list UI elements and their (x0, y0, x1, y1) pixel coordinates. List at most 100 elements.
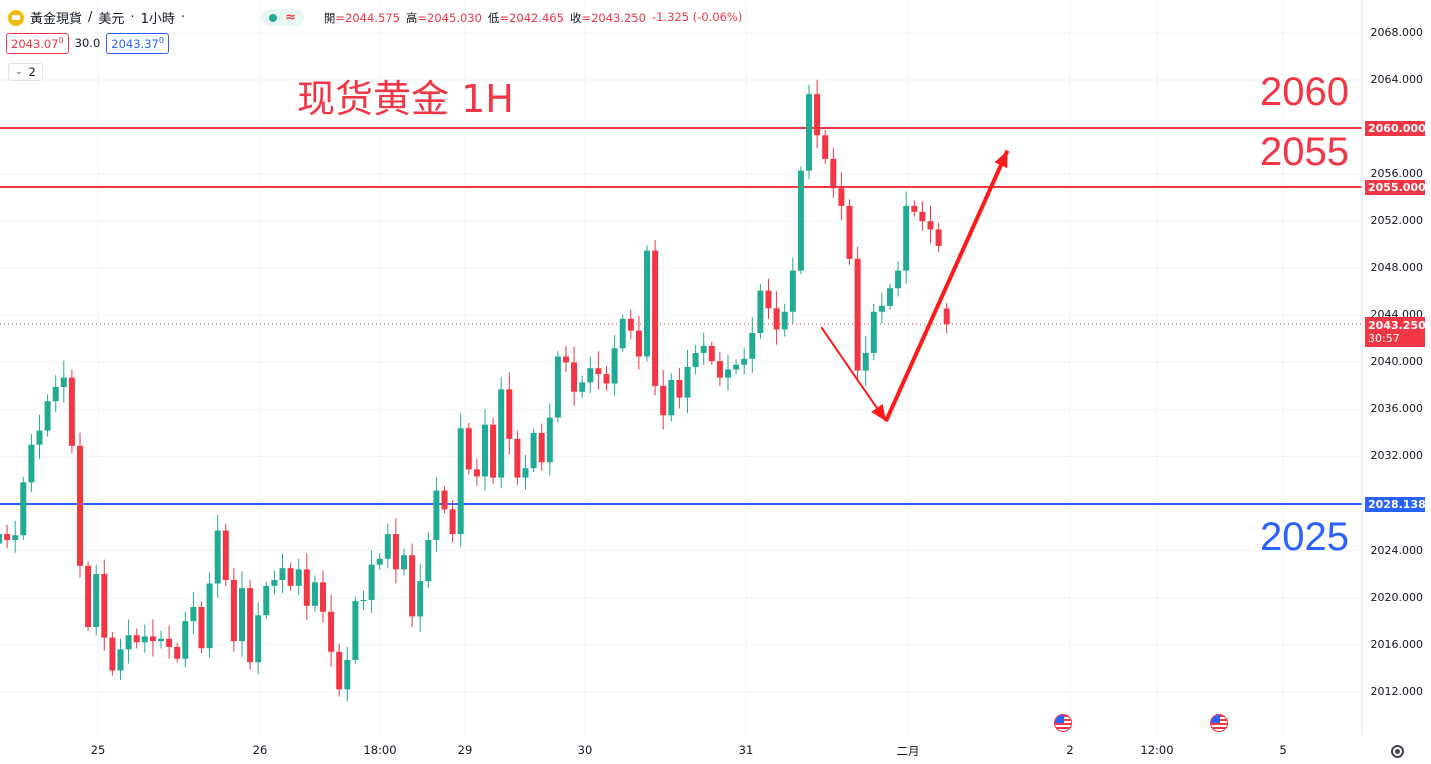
candle-body (320, 582, 326, 612)
symbol-legend: 黃金現貨 / 美元 · 1小時 · ≈ 開=2044.575 高=2045.03… (8, 8, 742, 27)
candle-body (571, 362, 578, 392)
candle-body (684, 367, 691, 398)
candle-body (271, 579, 278, 586)
time-label: 31 (738, 743, 754, 757)
ohlc-values: 開=2044.575 高=2045.030 低=2042.465 收=2043.… (324, 10, 742, 26)
candle-body (433, 490, 440, 540)
candle-body (546, 417, 553, 463)
candle-body (538, 432, 545, 463)
candle-body (133, 635, 140, 643)
candle-body (895, 270, 902, 289)
candle-body (311, 582, 318, 606)
candle-body (336, 651, 343, 690)
time-label: 18:00 (363, 743, 397, 757)
gear-icon[interactable] (1391, 745, 1404, 758)
candle-body (830, 158, 837, 189)
dot-separator: · (180, 10, 185, 25)
candle-body (198, 607, 205, 649)
price-tick-label: 2012.000 (1370, 684, 1424, 698)
candle-body (222, 530, 229, 580)
candle-body (927, 221, 934, 230)
buy-button[interactable]: 2043.370 (106, 33, 169, 54)
candle-body (190, 607, 197, 622)
market-status-pill[interactable]: ≈ (260, 9, 304, 26)
candle-body (862, 352, 869, 371)
candle-body (587, 368, 594, 383)
candle-body (368, 564, 375, 600)
candle-body (781, 311, 788, 330)
candle-body (530, 432, 537, 469)
price-tick-label: 2016.000 (1370, 637, 1424, 651)
candle-body (522, 468, 529, 478)
candle-body (449, 509, 456, 535)
tag-2055: 2055.000 (1365, 180, 1426, 195)
candle-body (158, 638, 164, 642)
candle-body (773, 308, 780, 330)
time-label: 29 (457, 743, 473, 757)
time-label: 30 (577, 743, 593, 757)
us-flag-event-icon[interactable] (1054, 714, 1072, 732)
candle-body (579, 382, 586, 392)
candle-body (660, 385, 667, 416)
candle-body (490, 424, 497, 478)
candle-body (36, 430, 43, 445)
candle-body (12, 535, 19, 540)
candle-body (870, 311, 877, 353)
projection-arrow-down (820, 326, 887, 422)
candle-body (303, 569, 310, 606)
candle-body (700, 345, 707, 353)
dot-separator: · (130, 10, 135, 25)
candle-body (60, 377, 67, 388)
open-key: 開 (323, 10, 336, 25)
candle-body (692, 352, 699, 368)
time-label: 二月 (896, 744, 920, 758)
sell-button[interactable]: 2043.070 (6, 33, 69, 54)
price-tick-label: 2024.000 (1370, 543, 1424, 557)
symbol-name[interactable]: 黃金現貨 (30, 12, 83, 27)
candle-body (441, 490, 448, 510)
time-label: 12:00 (1140, 743, 1174, 757)
candle-body (627, 318, 634, 331)
low-value: =2042.465 (499, 10, 564, 25)
us-flag-event-icon[interactable] (1210, 714, 1228, 732)
sell-price-sup: 0 (58, 36, 64, 45)
candle-body (20, 482, 27, 536)
candle-body (182, 621, 189, 659)
candle-body (911, 205, 918, 212)
candle-body (166, 638, 173, 648)
candle-body (109, 637, 116, 671)
candle-body (878, 305, 885, 312)
price-tick-label: 2036.000 (1370, 402, 1424, 416)
candle-body (595, 368, 602, 375)
price-tick-label: 2056.000 (1370, 167, 1424, 181)
candle-body (401, 555, 407, 570)
candle-body (554, 356, 561, 418)
candle-body (814, 94, 821, 136)
level-label-2055: 2055 (1260, 130, 1349, 174)
candle-body (473, 469, 480, 477)
candle-body (392, 534, 399, 570)
candle-body (733, 364, 740, 370)
candle-body (676, 379, 683, 398)
spread-value: 30.0 (74, 36, 101, 51)
candle-body (417, 581, 424, 617)
candle-body (935, 229, 942, 246)
candle-body (409, 555, 416, 617)
interval[interactable]: 1小時 (140, 12, 175, 27)
currency: 美元 (98, 12, 125, 27)
candle-body (716, 361, 723, 378)
candle-body (854, 258, 861, 371)
candle-body (230, 579, 237, 642)
projection-arrow-up-head (994, 150, 1008, 169)
candle-body (797, 170, 804, 271)
indicator-toggle[interactable]: ⌄ 2 (8, 63, 43, 81)
candle-body (943, 308, 950, 325)
market-open-dot-icon (268, 13, 277, 22)
candle-body (725, 369, 731, 378)
candle-body (514, 438, 521, 478)
candle-body (765, 290, 772, 309)
candle-body (352, 601, 359, 660)
candlesticks (0, 79, 950, 702)
buy-price-sup: 0 (158, 36, 164, 45)
